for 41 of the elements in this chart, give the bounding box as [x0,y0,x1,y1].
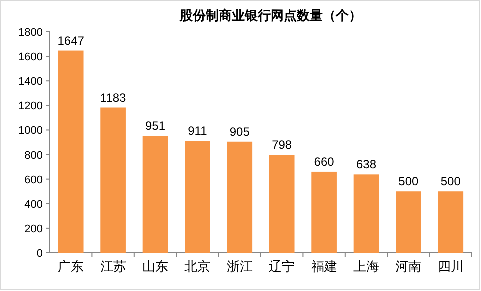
bar [227,142,253,253]
bar [269,155,295,253]
x-tick-label: 辽宁 [269,259,296,274]
x-tick-label: 浙江 [226,259,253,274]
data-label: 1183 [100,90,127,105]
data-label: 500 [440,174,462,189]
x-tick-label: 北京 [184,259,211,274]
y-tick-label: 1800 [18,27,43,39]
data-label: 1647 [58,34,85,48]
chart-title: 股份制商业银行网点数量（个） [179,8,362,23]
y-tick-label: 1400 [18,76,43,88]
data-label: 951 [145,119,166,134]
x-tick-label: 上海 [354,259,380,274]
y-tick-label: 1200 [18,100,43,113]
bar [312,172,337,253]
bar [100,108,126,253]
data-label: 638 [356,158,377,172]
x-tick-label: 河南 [396,259,422,274]
y-tick-label: 0 [36,248,43,260]
bar [438,192,464,253]
data-label: 500 [398,174,420,189]
bar [354,174,380,253]
x-tick-label: 四川 [438,259,464,274]
bar [142,136,168,253]
y-tick-label: 800 [24,150,43,162]
data-label: 911 [188,124,208,138]
x-tick-label: 江苏 [100,259,126,274]
x-tick-label: 广东 [58,259,84,274]
bar [185,141,210,253]
y-tick-label: 400 [24,198,43,211]
y-tick-label: 600 [24,174,43,186]
x-tick-label: 山东 [142,259,168,274]
x-tick-label: 福建 [311,259,338,274]
bar [396,192,422,253]
y-tick-label: 1000 [18,125,43,138]
data-label: 798 [272,138,292,152]
y-tick-label: 1600 [18,52,43,64]
data-label: 660 [314,154,335,169]
data-label: 905 [230,124,250,139]
y-tick-label: 200 [24,223,43,236]
bar [58,50,84,253]
